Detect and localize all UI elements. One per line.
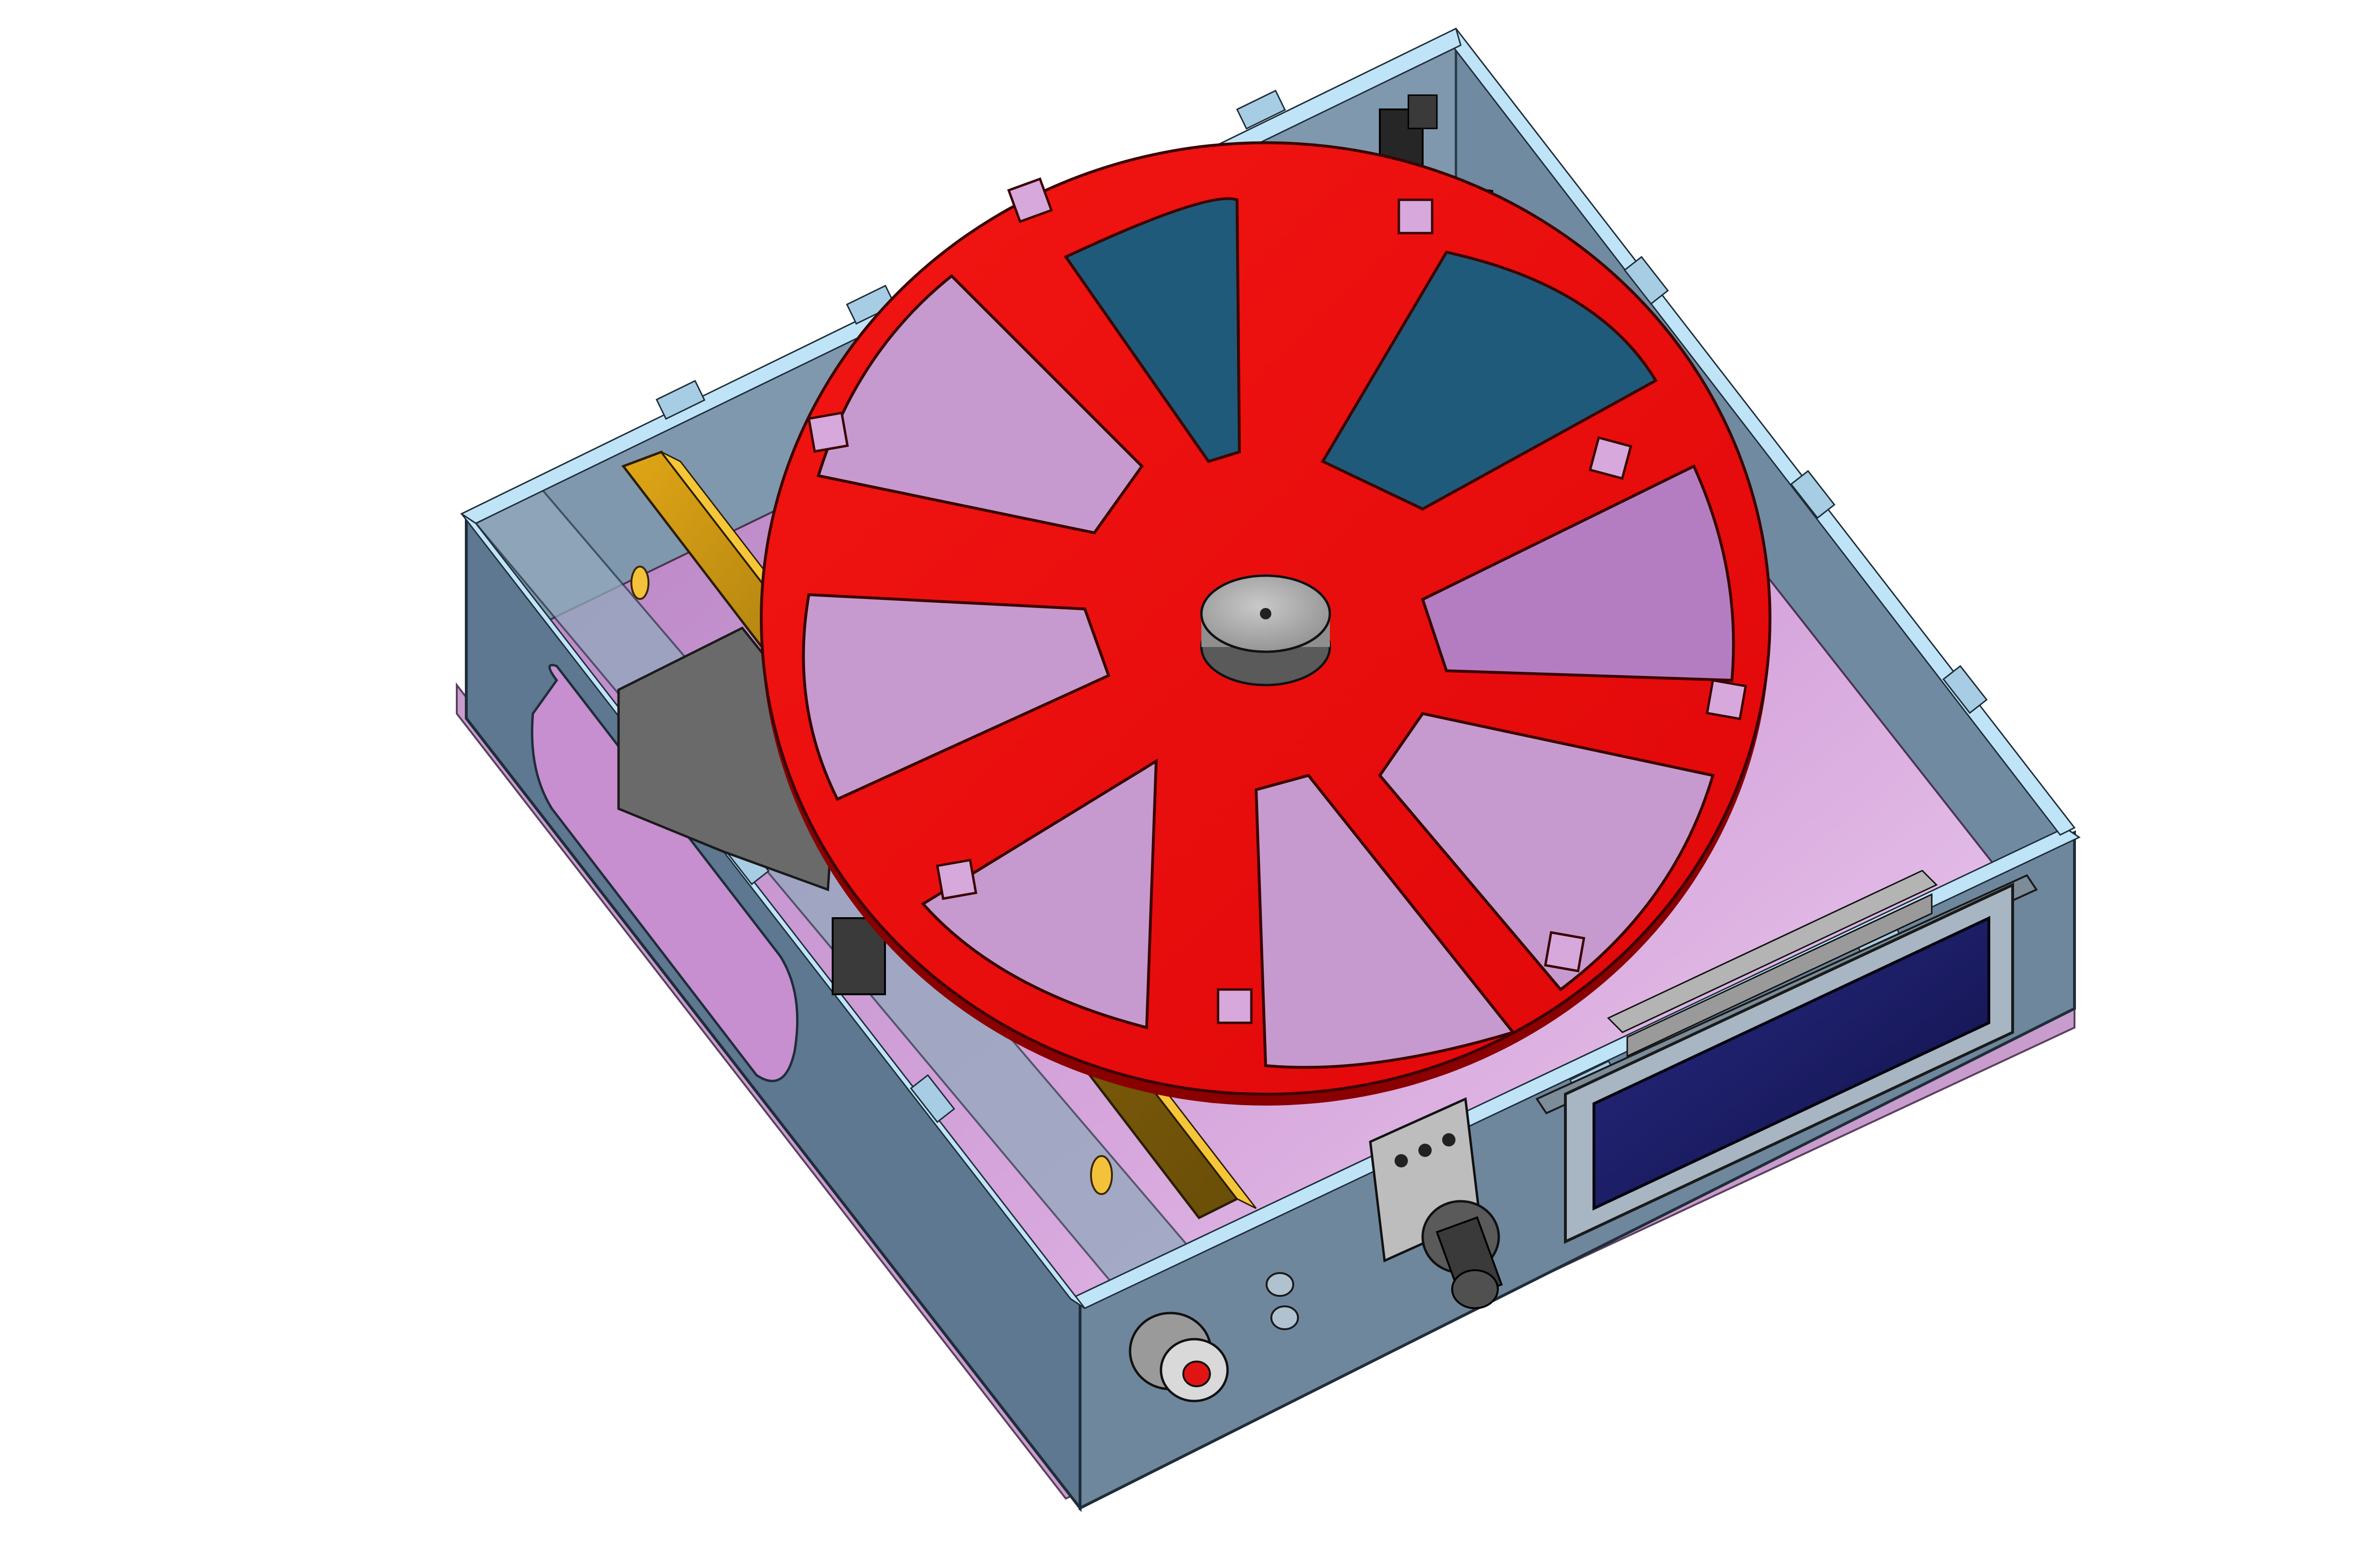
- bracket-hole-bottom: [1090, 1155, 1113, 1195]
- lcd-display-module: [1535, 870, 2038, 1244]
- left-wall-cutout: [531, 664, 799, 1082]
- potentiometer-knob: [1435, 1216, 1503, 1309]
- spoked-wheel: [760, 141, 1771, 1106]
- rotary-potentiometer: [1369, 1097, 1503, 1309]
- bracket-hole-top: [630, 566, 649, 600]
- led-holes: [1266, 1272, 1299, 1330]
- wheel-windows: [802, 197, 1735, 1069]
- wheel-notches: [807, 177, 1747, 1024]
- center-hub: [1200, 574, 1331, 686]
- power-jack: [1129, 1312, 1229, 1402]
- lcd-pin-header: [1607, 870, 1938, 1058]
- lcd-screen: [1593, 916, 1990, 1211]
- jack-core: [1182, 1361, 1211, 1387]
